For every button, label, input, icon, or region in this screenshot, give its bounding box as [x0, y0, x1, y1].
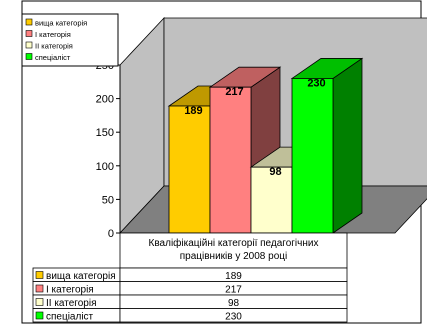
x-axis-label: Кваліфікаційні категорії педагогічних — [149, 237, 319, 249]
table-legend-key — [35, 284, 44, 293]
legend-entry: ІІ категорія — [35, 42, 73, 51]
y-tick-label: 50 — [102, 194, 114, 206]
bar-front-face — [209, 86, 252, 234]
table-value: 189 — [225, 271, 242, 282]
bar-value-label: 189 — [184, 105, 202, 117]
legend-swatch — [25, 18, 33, 26]
y-tick-label: 150 — [96, 127, 114, 139]
y-axis: 050100150200250 — [96, 60, 121, 240]
table-series-name: І категорія — [46, 285, 94, 296]
bar-front-face — [291, 78, 334, 234]
bar-front-face — [168, 105, 211, 234]
legend-swatch — [25, 53, 33, 60]
y-tick-label: 100 — [96, 161, 114, 173]
y-tick-label: 0 — [108, 228, 114, 240]
legend-entry: спеціаліст — [35, 53, 71, 62]
bar-side-face — [332, 57, 363, 234]
bar: 230 — [290, 57, 364, 234]
x-axis-label: працівників у 2008 році — [180, 251, 287, 262]
table-legend-key — [35, 298, 44, 306]
table-value: 98 — [228, 298, 240, 309]
bars: 189 217 98 230 — [167, 57, 364, 234]
legend-swatch — [25, 41, 33, 49]
legend-entry: І категорія — [35, 30, 71, 39]
legend-swatch — [25, 30, 33, 37]
bar-value-label: 98 — [269, 166, 281, 178]
table-value-cell — [119, 308, 348, 323]
legend: вища категорія І категорія ІІ категорія спе… — [21, 13, 119, 67]
table-legend-key — [35, 311, 44, 320]
legend-entry: вища категорія — [35, 19, 87, 28]
table-legend-key — [35, 271, 44, 279]
data-table: Кваліфікаційні категорії педагогічних пра… — [32, 232, 348, 323]
legend-box — [21, 13, 119, 67]
y-tick-label: 200 — [96, 94, 114, 106]
bar-value-label: 217 — [225, 86, 243, 98]
table-value: 217 — [225, 285, 242, 296]
table-series-name: спеціаліст — [46, 312, 94, 323]
table-series-name: ІІ категорія — [46, 298, 97, 309]
bar-value-label: 230 — [307, 77, 325, 89]
table-value: 230 — [225, 312, 242, 323]
table-series-name: вища категорія — [46, 271, 116, 282]
